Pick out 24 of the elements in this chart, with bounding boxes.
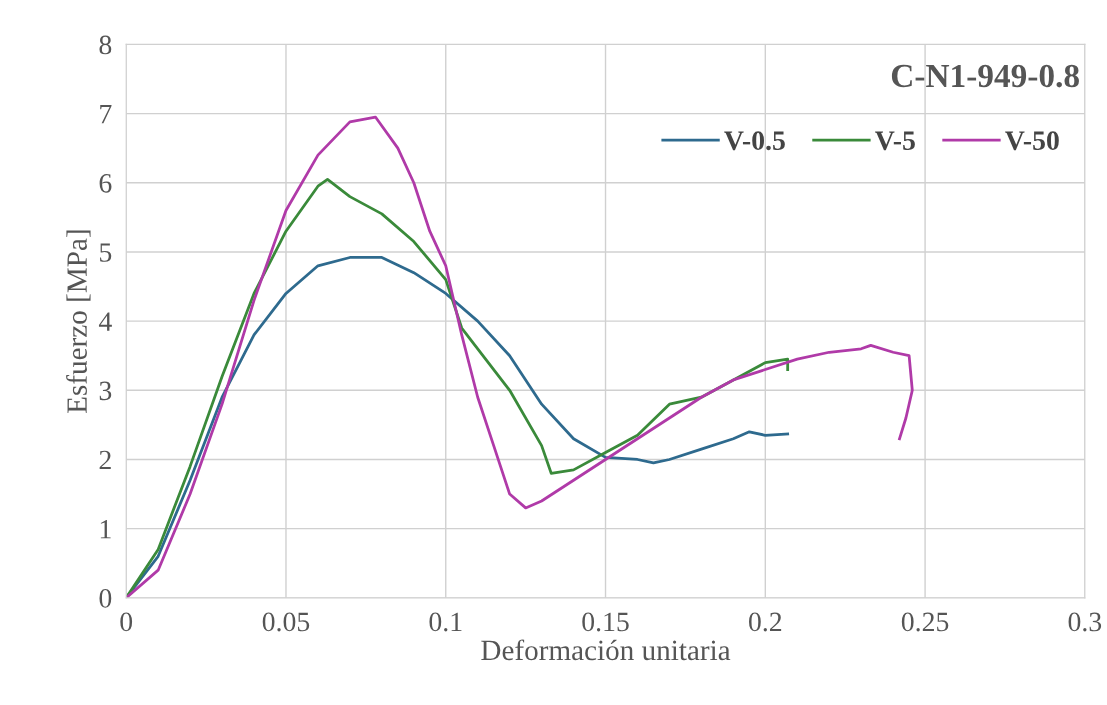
y-tick-label: 2 <box>99 450 111 470</box>
legend-label: V-0.5 <box>724 131 785 151</box>
chart-title: C-N1-949-0.8 <box>891 64 1079 88</box>
y-tick-label: 6 <box>99 174 112 193</box>
x-tick-label: 0.05 <box>262 612 310 632</box>
legend-label: V-5 <box>875 131 915 151</box>
x-tick-label: 0.1 <box>429 612 462 632</box>
x-tick-label: 0.2 <box>749 612 782 632</box>
y-axis-title: Esfuerzo [MPa] <box>66 230 91 414</box>
y-tick-label: 3 <box>99 381 112 401</box>
y-tick-label: 0 <box>99 589 112 608</box>
x-axis-title: Deformación unitaria <box>481 639 731 661</box>
y-tick-label: 1 <box>100 519 111 539</box>
y-tick-label: 7 <box>100 105 112 124</box>
line-series <box>126 177 790 598</box>
x-tick-label: 0.15 <box>582 612 629 632</box>
y-tick-label: 5 <box>100 243 112 262</box>
legend-label: V-50 <box>1005 131 1059 151</box>
line-series <box>126 115 914 598</box>
x-tick-label: 0.3 <box>1068 612 1102 632</box>
y-tick-label: 8 <box>99 35 112 55</box>
x-tick-label: 0.25 <box>901 612 949 632</box>
x-tick-label: 0 <box>120 612 133 632</box>
y-tick-label: 4 <box>98 312 112 331</box>
